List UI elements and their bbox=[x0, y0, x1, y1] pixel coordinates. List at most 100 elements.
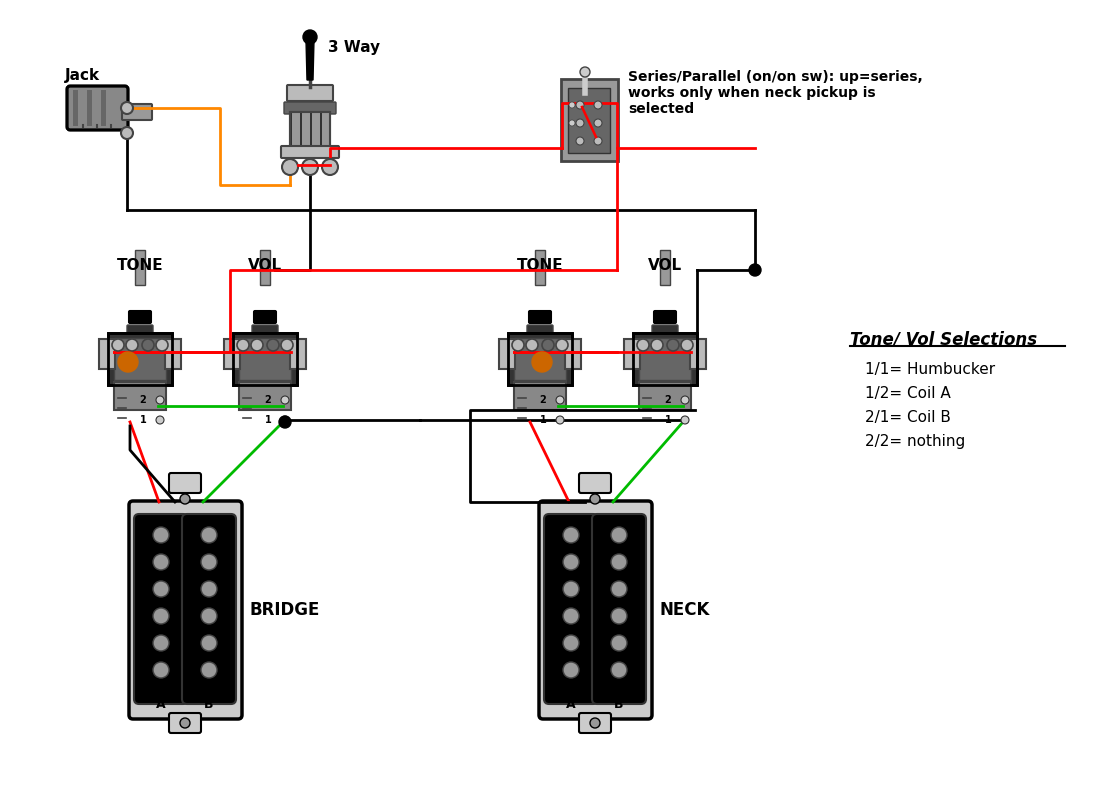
FancyBboxPatch shape bbox=[514, 338, 566, 380]
FancyBboxPatch shape bbox=[67, 86, 128, 130]
Circle shape bbox=[156, 396, 164, 404]
Circle shape bbox=[612, 527, 627, 543]
FancyBboxPatch shape bbox=[134, 514, 188, 704]
FancyBboxPatch shape bbox=[514, 382, 566, 410]
FancyBboxPatch shape bbox=[564, 339, 581, 369]
Circle shape bbox=[590, 494, 600, 504]
FancyBboxPatch shape bbox=[323, 113, 330, 149]
Circle shape bbox=[563, 581, 579, 597]
Text: B: B bbox=[614, 698, 624, 712]
FancyBboxPatch shape bbox=[290, 112, 330, 150]
Circle shape bbox=[556, 416, 564, 424]
Circle shape bbox=[612, 554, 627, 570]
Circle shape bbox=[281, 416, 289, 424]
Text: B: B bbox=[204, 698, 214, 712]
Circle shape bbox=[580, 67, 590, 77]
FancyBboxPatch shape bbox=[114, 382, 166, 410]
Circle shape bbox=[532, 352, 552, 372]
Circle shape bbox=[304, 30, 317, 44]
Circle shape bbox=[563, 554, 579, 570]
Text: TONE: TONE bbox=[516, 258, 563, 273]
FancyBboxPatch shape bbox=[80, 90, 85, 126]
Text: 1: 1 bbox=[264, 415, 271, 425]
Circle shape bbox=[302, 159, 318, 175]
Circle shape bbox=[612, 608, 627, 624]
Circle shape bbox=[323, 159, 338, 175]
Circle shape bbox=[576, 101, 584, 109]
Text: A: A bbox=[567, 698, 576, 712]
Circle shape bbox=[681, 416, 689, 424]
Circle shape bbox=[279, 416, 291, 428]
Text: 1: 1 bbox=[540, 415, 547, 425]
Circle shape bbox=[127, 339, 138, 351]
Circle shape bbox=[542, 339, 554, 351]
Circle shape bbox=[594, 119, 603, 127]
FancyBboxPatch shape bbox=[539, 501, 652, 719]
Circle shape bbox=[237, 339, 249, 351]
Text: 2: 2 bbox=[540, 395, 547, 405]
Circle shape bbox=[594, 101, 603, 109]
FancyBboxPatch shape bbox=[690, 339, 706, 369]
Circle shape bbox=[668, 339, 679, 351]
Circle shape bbox=[200, 581, 217, 597]
FancyBboxPatch shape bbox=[535, 250, 545, 285]
Circle shape bbox=[681, 339, 693, 351]
Circle shape bbox=[142, 339, 155, 351]
Circle shape bbox=[651, 339, 663, 351]
Circle shape bbox=[121, 102, 133, 114]
FancyBboxPatch shape bbox=[281, 146, 339, 158]
FancyBboxPatch shape bbox=[108, 333, 172, 385]
Text: 2: 2 bbox=[664, 395, 671, 405]
FancyBboxPatch shape bbox=[302, 113, 310, 149]
FancyBboxPatch shape bbox=[660, 250, 670, 285]
Text: Tone/ Vol Selections: Tone/ Vol Selections bbox=[850, 330, 1037, 348]
FancyBboxPatch shape bbox=[101, 90, 106, 126]
Circle shape bbox=[251, 339, 263, 351]
FancyBboxPatch shape bbox=[129, 311, 151, 323]
Text: 2: 2 bbox=[264, 395, 271, 405]
Text: 1/2= Coil A: 1/2= Coil A bbox=[865, 386, 951, 401]
FancyBboxPatch shape bbox=[500, 339, 515, 369]
Circle shape bbox=[153, 635, 169, 651]
Circle shape bbox=[563, 527, 579, 543]
FancyBboxPatch shape bbox=[254, 311, 276, 323]
Text: NECK: NECK bbox=[659, 601, 709, 619]
Text: 2: 2 bbox=[140, 395, 147, 405]
FancyBboxPatch shape bbox=[260, 250, 270, 285]
FancyBboxPatch shape bbox=[122, 104, 152, 120]
FancyBboxPatch shape bbox=[129, 501, 242, 719]
Text: Jack: Jack bbox=[65, 67, 100, 82]
Circle shape bbox=[121, 127, 133, 139]
Circle shape bbox=[563, 662, 579, 678]
FancyBboxPatch shape bbox=[652, 325, 678, 335]
Circle shape bbox=[200, 527, 217, 543]
FancyBboxPatch shape bbox=[529, 311, 551, 323]
Circle shape bbox=[681, 396, 689, 404]
Circle shape bbox=[112, 339, 124, 351]
Circle shape bbox=[200, 554, 217, 570]
FancyBboxPatch shape bbox=[114, 338, 166, 380]
Circle shape bbox=[281, 339, 293, 351]
FancyBboxPatch shape bbox=[528, 325, 553, 335]
Circle shape bbox=[594, 137, 603, 145]
Circle shape bbox=[612, 581, 627, 597]
Circle shape bbox=[153, 554, 169, 570]
FancyBboxPatch shape bbox=[94, 90, 99, 126]
FancyBboxPatch shape bbox=[136, 250, 144, 285]
FancyBboxPatch shape bbox=[561, 79, 618, 161]
FancyBboxPatch shape bbox=[579, 713, 612, 733]
Text: A: A bbox=[156, 698, 166, 712]
Text: VOL: VOL bbox=[648, 258, 682, 273]
Circle shape bbox=[156, 416, 164, 424]
Circle shape bbox=[563, 635, 579, 651]
Circle shape bbox=[153, 662, 169, 678]
FancyBboxPatch shape bbox=[633, 333, 697, 385]
Circle shape bbox=[282, 159, 298, 175]
Circle shape bbox=[576, 137, 584, 145]
FancyBboxPatch shape bbox=[640, 338, 691, 380]
FancyBboxPatch shape bbox=[73, 90, 78, 126]
Circle shape bbox=[590, 718, 600, 728]
Text: TONE: TONE bbox=[116, 258, 164, 273]
FancyBboxPatch shape bbox=[233, 333, 297, 385]
Circle shape bbox=[576, 119, 584, 127]
